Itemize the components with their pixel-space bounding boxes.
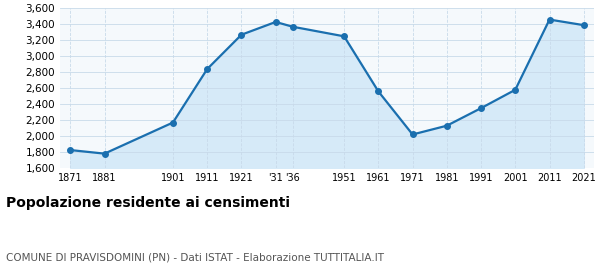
Text: COMUNE DI PRAVISDOMINI (PN) - Dati ISTAT - Elaborazione TUTTITALIA.IT: COMUNE DI PRAVISDOMINI (PN) - Dati ISTAT…: [6, 252, 384, 262]
Text: Popolazione residente ai censimenti: Popolazione residente ai censimenti: [6, 196, 290, 210]
